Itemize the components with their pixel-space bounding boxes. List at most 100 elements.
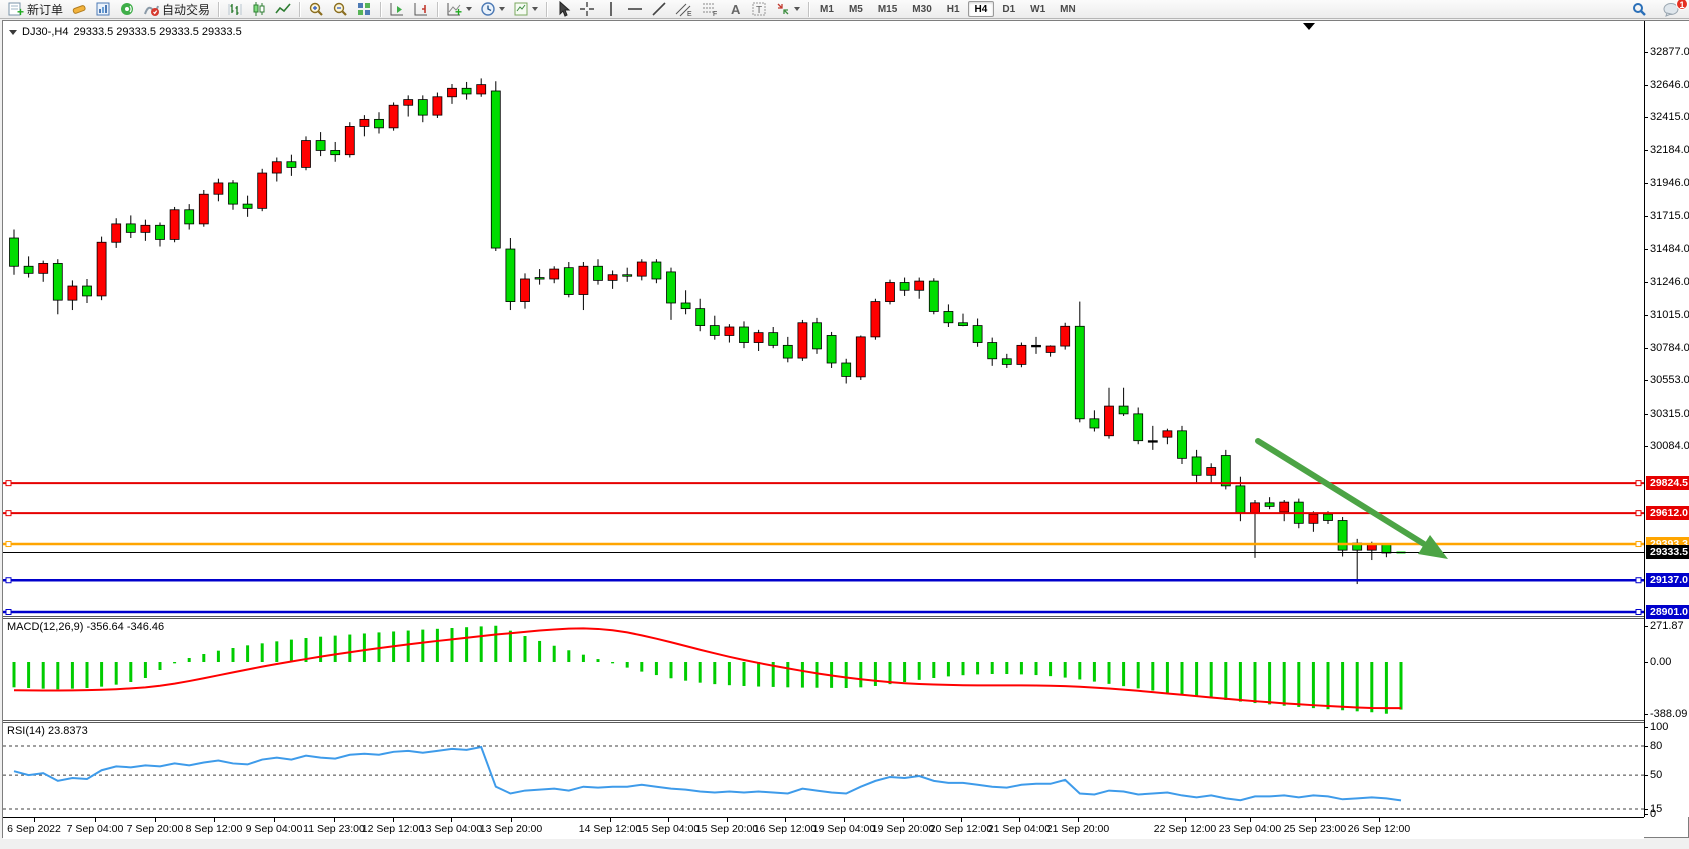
time-axis[interactable]: 6 Sep 2022 7 Sep 04:00 7 Sep 20:00 8 Sep 12… <box>3 817 1644 839</box>
price-axis[interactable]: 32877.0 32646.0 32415.0 32184.0 31946.0 31715… <box>1644 21 1689 820</box>
autotrade-button[interactable]: 自动交易 <box>139 1 214 18</box>
chart-quotes: 29333.5 29333.5 29333.5 29333.5 <box>73 26 242 38</box>
zoom-out-button[interactable] <box>328 1 352 18</box>
candle-chart-button[interactable] <box>247 1 271 18</box>
timeframe-m1[interactable]: M1 <box>820 4 834 15</box>
shift-marker[interactable] <box>1303 23 1315 30</box>
text-icon: A <box>727 1 743 17</box>
timeframe-w1[interactable]: W1 <box>1030 4 1046 15</box>
time-tick-mark <box>844 818 845 822</box>
label-button[interactable]: T <box>747 1 771 18</box>
time-label: 26 Sep 12:00 <box>1347 823 1411 835</box>
candlestick-series <box>9 78 1406 585</box>
price-badge-29333.5: 29333.5 <box>1646 545 1689 560</box>
horizontal-lines[interactable] <box>3 480 1644 615</box>
trendline-button[interactable] <box>647 1 671 18</box>
indicators-button[interactable]: + <box>442 1 476 18</box>
fibo-icon: F <box>701 1 719 17</box>
time-tick-mark <box>393 818 394 822</box>
auto-scroll-button[interactable] <box>385 1 409 18</box>
timeframe-h1[interactable]: H1 <box>946 4 960 15</box>
chart-title-row: DJ30-,H4 29333.5 29333.5 29333.5 29333.5 <box>9 26 242 38</box>
channel-button[interactable]: E <box>671 1 697 18</box>
time-label: 15 Sep 04:00 <box>636 823 700 835</box>
timeframe-mn[interactable]: MN <box>1060 4 1076 15</box>
templates-button[interactable] <box>509 1 542 18</box>
time-label: 15 Sep 20:00 <box>695 823 759 835</box>
rsi-panel-separator[interactable] <box>3 720 1689 723</box>
chart-shift-button[interactable] <box>409 1 433 18</box>
timeframe-m30[interactable]: M30 <box>912 4 932 15</box>
axis-tick-mark <box>1645 446 1648 448</box>
line-handle[interactable] <box>1635 541 1642 548</box>
styler-button[interactable] <box>67 1 91 18</box>
time-label: 6 Sep 2022 <box>7 823 61 835</box>
line-handle[interactable] <box>5 480 12 487</box>
chat-button[interactable]: 1 <box>1659 0 1688 18</box>
one-click-toggle[interactable] <box>9 29 17 35</box>
chevron-down-icon <box>466 7 473 11</box>
line-chart-icon <box>275 1 291 17</box>
macd-panel[interactable] <box>3 619 1644 717</box>
axis-tick-mark <box>1645 775 1648 777</box>
timeframe-m5[interactable]: M5 <box>848 4 863 15</box>
autotrade-icon <box>143 1 160 17</box>
time-label: 20 Sep 12:00 <box>929 823 993 835</box>
timeframe-m15[interactable]: M15 <box>877 4 898 15</box>
timeframe-d1[interactable]: D1 <box>1002 4 1016 15</box>
text-button[interactable]: A <box>723 1 747 18</box>
rsi-scale-50: 50 <box>1650 769 1663 782</box>
time-tick-mark <box>1315 818 1316 822</box>
line-chart-button[interactable] <box>271 1 295 18</box>
clock-icon <box>480 1 496 17</box>
macd-panel-separator[interactable] <box>3 616 1689 619</box>
hline-button[interactable] <box>623 1 647 18</box>
line-handle[interactable] <box>1635 577 1642 584</box>
line-handle[interactable] <box>1635 609 1642 615</box>
axis-tick-mark <box>1645 282 1648 284</box>
axis-tick-mark <box>1645 380 1648 382</box>
fibonacci-button[interactable]: F <box>697 1 723 18</box>
bar-chart-button[interactable] <box>223 1 247 18</box>
rsi-scale-80: 80 <box>1650 740 1663 752</box>
time-tick-mark <box>961 818 962 822</box>
timeframe-h4[interactable]: H4 <box>967 1 995 17</box>
line-handle[interactable] <box>5 609 12 615</box>
line-handle[interactable] <box>5 541 12 548</box>
search-button[interactable] <box>1628 1 1651 18</box>
axis-tick-mark <box>1645 413 1648 415</box>
new-order-button[interactable]: + 新订单 <box>4 1 67 18</box>
chart-shift-icon <box>413 1 429 17</box>
time-tick-mark <box>155 818 156 822</box>
price-badge-29824.5: 29824.5 <box>1646 476 1689 491</box>
zoom-in-button[interactable] <box>304 1 328 18</box>
time-tick-mark <box>334 818 335 822</box>
macd-scale-0.00: 0.00 <box>1650 656 1672 668</box>
trend-arrow[interactable] <box>1255 438 1448 559</box>
price-tick-31946: 31946.0 <box>1650 177 1689 190</box>
new-order-button-label: 新订单 <box>27 2 64 17</box>
time-label: 8 Sep 12:00 <box>185 823 243 835</box>
arrows-button[interactable] <box>771 1 804 18</box>
cursor-button[interactable] <box>551 1 575 18</box>
line-handle[interactable] <box>1635 510 1642 517</box>
signals-button[interactable] <box>115 1 139 18</box>
periods-button[interactable] <box>476 1 509 18</box>
line-handle[interactable] <box>5 510 12 517</box>
time-label: 25 Sep 23:00 <box>1283 823 1347 835</box>
macd-label: MACD(12,26,9) -356.64 -346.46 <box>7 621 165 633</box>
time-label: 23 Sep 04:00 <box>1218 823 1282 835</box>
line-handle[interactable] <box>1635 480 1642 487</box>
crosshair-button[interactable] <box>575 1 599 18</box>
tile-windows-button[interactable] <box>352 1 376 18</box>
time-label: 13 Sep 20:00 <box>479 823 543 835</box>
price-chart[interactable] <box>3 21 1644 615</box>
rsi-panel[interactable] <box>3 723 1644 817</box>
line-handle[interactable] <box>5 577 12 584</box>
timeframe-bar: M1 M5 M15 M30 H1 H4 D1 W1 MN <box>813 1 1083 17</box>
axis-tick-mark <box>1645 52 1648 53</box>
vline-button[interactable] <box>599 1 623 18</box>
market-watch-button[interactable] <box>91 1 115 18</box>
rsi-scale-0: 0 <box>1650 808 1657 820</box>
chevron-down-icon <box>499 7 506 11</box>
